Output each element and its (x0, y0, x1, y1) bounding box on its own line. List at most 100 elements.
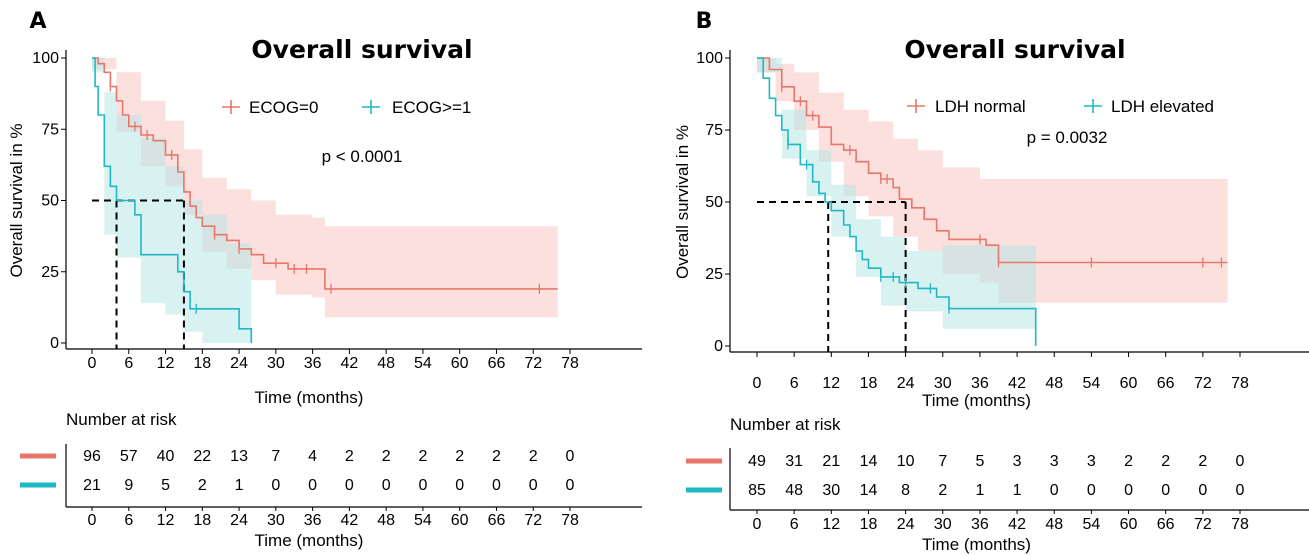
km-curve-series-2 (92, 57, 253, 343)
risk-count: 3 (1013, 453, 1022, 470)
x-tick-label: 30 (934, 375, 952, 392)
risk-count: 0 (1161, 482, 1170, 499)
risk-count: 31 (785, 453, 803, 470)
risk-x-tick-label: 12 (822, 516, 840, 533)
risk-count: 21 (83, 477, 101, 494)
risk-count: 9 (124, 477, 133, 494)
risk-count: 2 (345, 448, 354, 465)
legend-label: ECOG=0 (249, 98, 318, 117)
chart-title: Overall survival (904, 35, 1125, 64)
ci-band-series-1 (92, 58, 558, 318)
y-tick-label: 25 (41, 264, 59, 281)
risk-count: 2 (492, 448, 501, 465)
x-tick-label: 60 (451, 355, 469, 372)
ci-band-series-2 (92, 58, 252, 343)
risk-count: 8 (901, 482, 910, 499)
chart-title: Overall survival (251, 35, 472, 64)
risk-table-header: Number at risk (730, 415, 841, 434)
risk-count: 2 (418, 448, 427, 465)
risk-x-tick-label: 24 (897, 516, 915, 533)
x-tick-label: 36 (971, 375, 989, 392)
p-value: p = 0.0032 (1027, 128, 1108, 147)
risk-x-tick-label: 18 (193, 512, 211, 529)
legend-label: LDH normal (935, 97, 1026, 116)
x-tick-label: 0 (753, 375, 762, 392)
risk-count: 21 (822, 453, 840, 470)
risk-x-tick-label: 48 (1045, 516, 1063, 533)
risk-count: 14 (860, 482, 878, 499)
y-tick-label: 0 (714, 338, 723, 355)
ci-band-series-1 (757, 58, 1228, 303)
x-tick-label: 66 (1157, 375, 1175, 392)
risk-count: 1 (235, 477, 244, 494)
y-tick-label: 75 (705, 122, 723, 139)
y-tick-label: 50 (41, 193, 59, 210)
risk-count: 0 (492, 477, 501, 494)
risk-count: 22 (193, 448, 211, 465)
x-tick-label: 12 (157, 355, 175, 372)
x-tick-label: 12 (822, 375, 840, 392)
risk-x-tick-label: 66 (488, 512, 506, 529)
risk-count: 0 (1236, 482, 1245, 499)
risk-count: 0 (418, 477, 427, 494)
risk-x-tick-label: 42 (340, 512, 358, 529)
risk-x-tick-label: 78 (561, 512, 579, 529)
risk-count: 2 (1161, 453, 1170, 470)
risk-x-axis-label: Time (months) (922, 535, 1031, 554)
risk-count: 0 (455, 477, 464, 494)
risk-count: 2 (938, 482, 947, 499)
x-tick-label: 54 (1082, 375, 1100, 392)
x-tick-label: 30 (267, 355, 285, 372)
risk-count: 2 (382, 448, 391, 465)
risk-count: 2 (198, 477, 207, 494)
risk-count: 0 (382, 477, 391, 494)
risk-x-tick-label: 66 (1157, 516, 1175, 533)
x-tick-label: 24 (230, 355, 248, 372)
risk-count: 10 (897, 453, 915, 470)
x-tick-label: 78 (1231, 375, 1249, 392)
risk-x-tick-label: 60 (451, 512, 469, 529)
km-curve-series-2 (757, 57, 1037, 346)
risk-x-tick-label: 6 (124, 512, 133, 529)
y-tick-label: 100 (32, 50, 59, 67)
x-axis-label: Time (months) (922, 391, 1031, 410)
p-value: p < 0.0001 (322, 147, 403, 166)
x-tick-label: 24 (897, 375, 915, 392)
risk-x-tick-label: 60 (1120, 516, 1138, 533)
risk-count: 0 (345, 477, 354, 494)
risk-count: 1 (1013, 482, 1022, 499)
risk-count: 14 (860, 453, 878, 470)
risk-count: 7 (271, 448, 280, 465)
risk-count: 3 (1087, 453, 1096, 470)
x-tick-label: 54 (414, 355, 432, 372)
x-tick-label: 6 (790, 375, 799, 392)
risk-count: 2 (1124, 453, 1133, 470)
risk-count: 96 (83, 448, 101, 465)
legend-label: LDH elevated (1111, 97, 1214, 116)
risk-count: 0 (1236, 453, 1245, 470)
risk-x-tick-label: 36 (971, 516, 989, 533)
y-axis-label: Overall survival in % (673, 125, 692, 279)
x-tick-label: 18 (193, 355, 211, 372)
panel-label: A (29, 9, 46, 34)
risk-count: 7 (938, 453, 947, 470)
x-tick-label: 42 (340, 355, 358, 372)
x-tick-label: 78 (561, 355, 579, 372)
risk-count: 3 (1050, 453, 1059, 470)
risk-count: 1 (975, 482, 984, 499)
risk-count: 5 (975, 453, 984, 470)
x-tick-label: 72 (524, 355, 542, 372)
risk-count: 13 (230, 448, 248, 465)
y-tick-label: 50 (705, 194, 723, 211)
risk-x-tick-label: 54 (1082, 516, 1100, 533)
y-tick-label: 0 (50, 335, 59, 352)
x-tick-label: 18 (860, 375, 878, 392)
risk-x-tick-label: 78 (1231, 516, 1249, 533)
x-tick-label: 72 (1194, 375, 1212, 392)
y-axis-label: Overall survival in % (7, 124, 26, 278)
x-axis-label: Time (months) (255, 388, 364, 407)
risk-count: 2 (1198, 453, 1207, 470)
risk-x-tick-label: 12 (157, 512, 175, 529)
